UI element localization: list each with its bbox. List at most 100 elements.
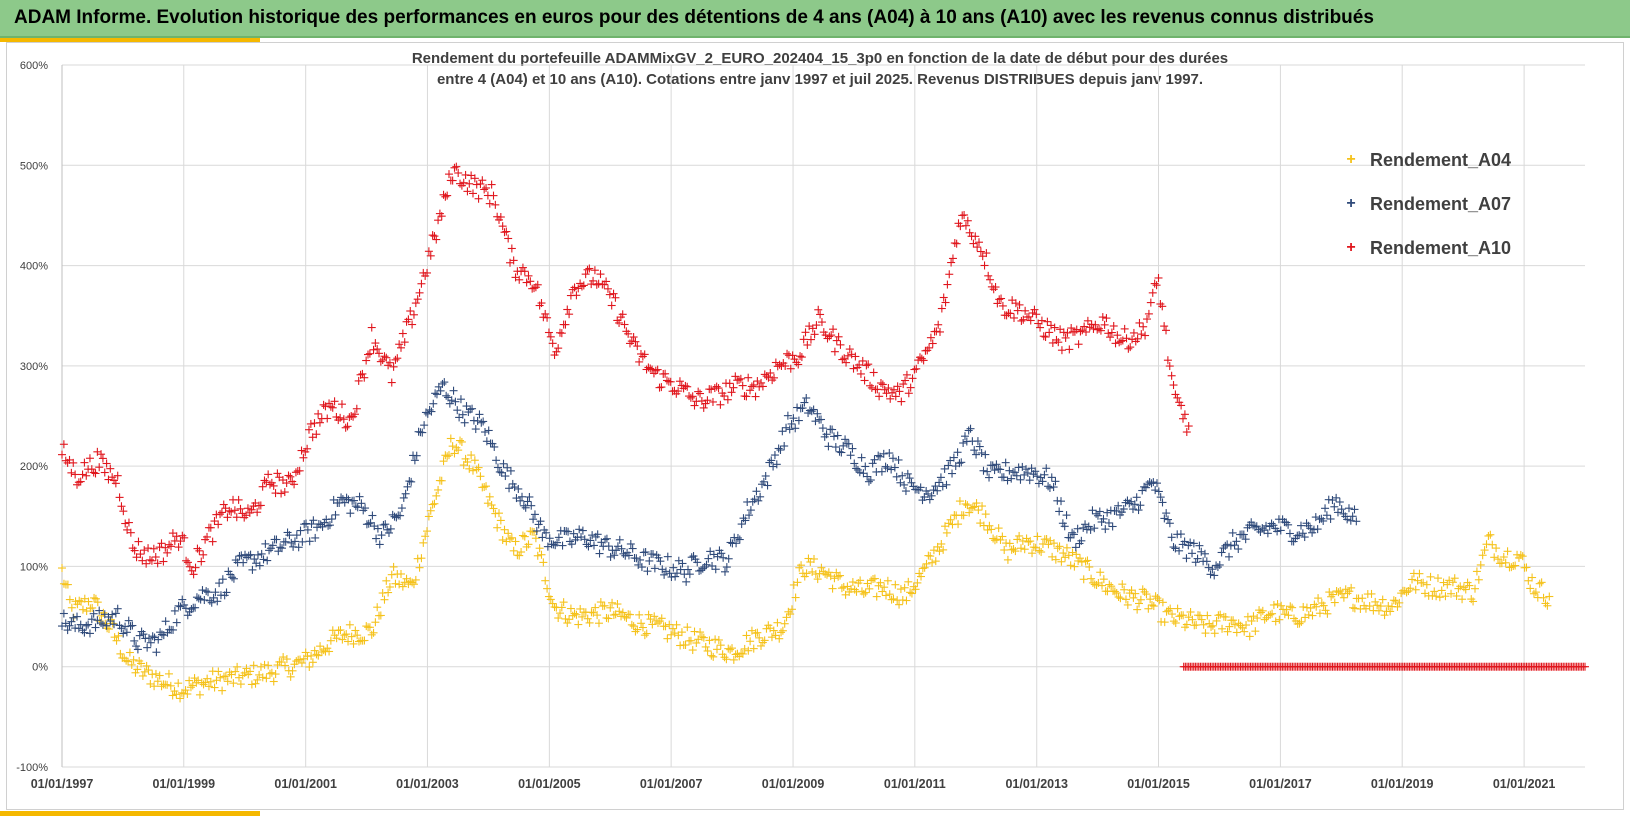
data-point [567,540,576,549]
data-point [657,614,666,623]
data-point [279,653,288,662]
data-point [998,532,1007,541]
data-point [1079,523,1088,532]
data-point [1247,616,1256,625]
data-point [887,465,896,474]
data-point [1147,600,1156,609]
data-point [59,609,68,618]
data-point [612,546,621,555]
data-point [269,677,278,686]
data-point [187,605,196,614]
data-point [434,485,443,494]
data-point [615,535,624,544]
data-point [1096,568,1105,577]
data-point [1088,506,1097,515]
data-point [1296,521,1305,530]
data-point [1492,544,1501,553]
data-point [1025,476,1034,485]
data-point [905,474,914,483]
data-point [292,657,301,666]
data-point [558,541,567,550]
data-point [420,421,429,430]
data-point [1448,578,1457,587]
data-point [643,567,652,576]
data-point [167,542,176,551]
data-point [111,479,120,488]
data-point [920,563,929,572]
data-point [462,402,471,411]
data-point [249,661,258,670]
data-point [1084,522,1093,531]
data-point [61,456,70,465]
data-point [248,565,257,574]
data-point [1121,595,1130,604]
data-point [467,451,476,460]
data-point [837,584,846,593]
data-point [1055,507,1064,516]
data-point [575,525,584,534]
data-point [353,503,362,512]
data-point [1125,499,1134,508]
data-point [731,650,740,659]
data-point [758,638,767,647]
data-point [1230,620,1239,629]
data-point [210,683,219,692]
data-point [702,560,711,569]
data-point [135,631,144,640]
data-point [456,395,465,404]
data-point [58,564,66,573]
data-point [493,463,502,472]
data-point [626,610,635,619]
data-point [640,631,649,640]
data-point [58,450,66,459]
data-point [174,543,183,552]
data-point [198,586,207,595]
data-point [848,578,857,587]
data-point [940,464,949,473]
data-point [1297,617,1306,626]
data-point [362,622,371,631]
data-point [1275,615,1284,624]
data-point [1225,552,1234,561]
data-point [91,594,100,603]
data-point [396,511,405,520]
data-point [642,629,651,638]
data-point [1432,592,1441,601]
data-point [80,628,89,637]
data-point [537,550,546,559]
data-point [1280,610,1289,619]
data-point [848,444,857,453]
data-point [1193,554,1202,563]
data-point [181,686,190,695]
data-point [705,636,714,645]
data-point [301,648,310,657]
data-point [1208,621,1217,630]
data-point [411,575,420,584]
data-point [777,628,786,637]
data-point [1245,632,1254,641]
data-point [294,543,303,552]
data-point [1330,598,1339,607]
data-point [129,655,138,664]
data-point [1020,545,1029,554]
data-point [151,553,160,562]
data-point [525,492,534,501]
data-point [900,480,909,489]
data-point [1167,533,1176,542]
data-point [1098,581,1107,590]
data-point [228,573,237,582]
data-point [683,565,692,574]
data-point [319,646,328,655]
data-point [1175,546,1184,555]
data-point [653,619,662,628]
data-point [1346,516,1355,525]
data-point [999,473,1008,482]
data-point [295,466,304,475]
data-point [744,646,753,655]
data-point [1057,497,1066,506]
data-point [326,636,335,645]
data-point [121,519,130,528]
data-point [760,636,769,645]
data-point [1060,522,1069,531]
data-point [835,447,844,456]
